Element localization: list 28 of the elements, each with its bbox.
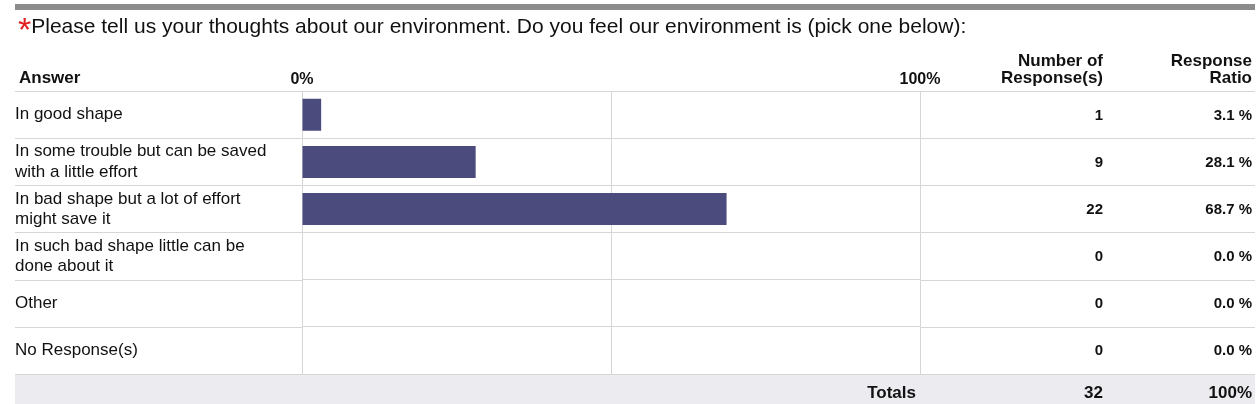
text: 0.0 % <box>1213 247 1252 265</box>
text: 68.7 % <box>1205 200 1252 218</box>
text: 0 <box>1094 294 1103 312</box>
y-tick-label: In good shape <box>15 104 123 124</box>
text: Number of Response(s) <box>1000 51 1104 88</box>
text: 0 <box>1094 247 1103 265</box>
y-tick-label: Other <box>15 292 58 312</box>
bar <box>302 145 476 178</box>
text: 100% <box>1208 383 1252 402</box>
text: 1 <box>1094 105 1103 123</box>
text: 0.0 % <box>1213 294 1252 312</box>
y-tick-label: In some trouble but can be saved with a little effort <box>14 141 267 181</box>
text: Response Ratio <box>1170 51 1252 88</box>
text: 0 <box>1094 341 1103 359</box>
text: Totals <box>867 383 916 402</box>
y-tick-label: In such bad shape little can be done about it <box>15 235 245 276</box>
bar <box>302 193 727 226</box>
text: 28.1 % <box>1205 152 1252 170</box>
y-axis-title: Answer <box>19 68 81 88</box>
bar <box>302 98 322 131</box>
x-tick-label: 0% <box>290 70 314 88</box>
text: 9 <box>1094 152 1103 170</box>
y-tick-label: In bad shape but a lot of effort might save it <box>15 188 241 228</box>
text: 22 <box>1086 200 1103 218</box>
text: 32 <box>1084 383 1103 402</box>
y-tick-label: No Response(s) <box>15 340 138 360</box>
text: 3.1 % <box>1213 105 1252 123</box>
text: 0.0 % <box>1213 341 1252 359</box>
